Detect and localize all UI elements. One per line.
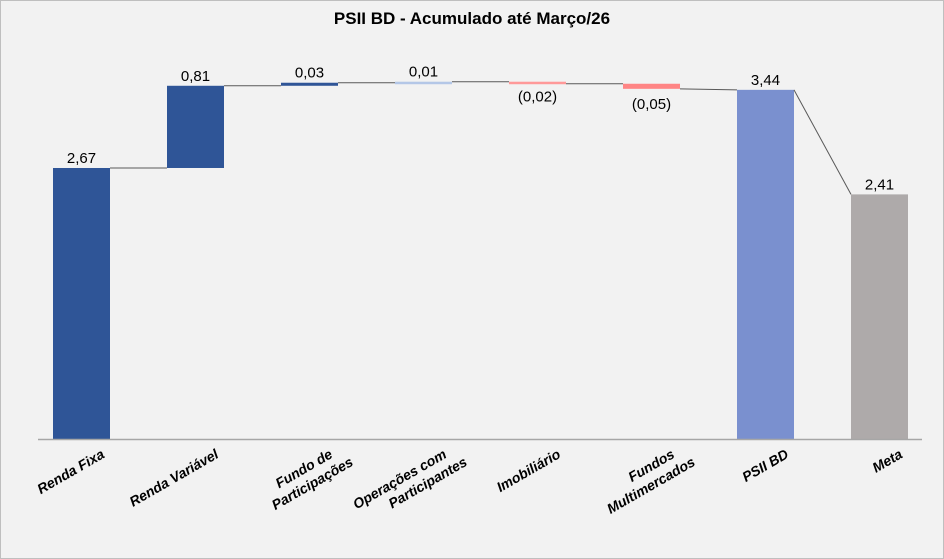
bar — [281, 82, 338, 86]
bar — [395, 81, 452, 85]
data-label: (0,05) — [632, 96, 671, 113]
data-label: 0,01 — [409, 64, 438, 81]
bar — [53, 167, 110, 439]
bar — [737, 89, 794, 439]
data-label: (0,02) — [518, 88, 557, 105]
bar — [167, 85, 224, 168]
connector-line — [679, 88, 738, 91]
bar — [851, 194, 908, 439]
data-label: 2,67 — [67, 150, 96, 167]
data-label: 2,41 — [865, 176, 894, 193]
chart-title: PSII BD - Acumulado até Março/26 — [334, 9, 610, 28]
connector-line — [793, 89, 852, 195]
bar — [623, 83, 680, 89]
data-label: 0,81 — [181, 68, 210, 85]
data-label: 3,44 — [751, 72, 780, 89]
data-label: 0,03 — [295, 65, 324, 82]
bar — [509, 81, 566, 85]
